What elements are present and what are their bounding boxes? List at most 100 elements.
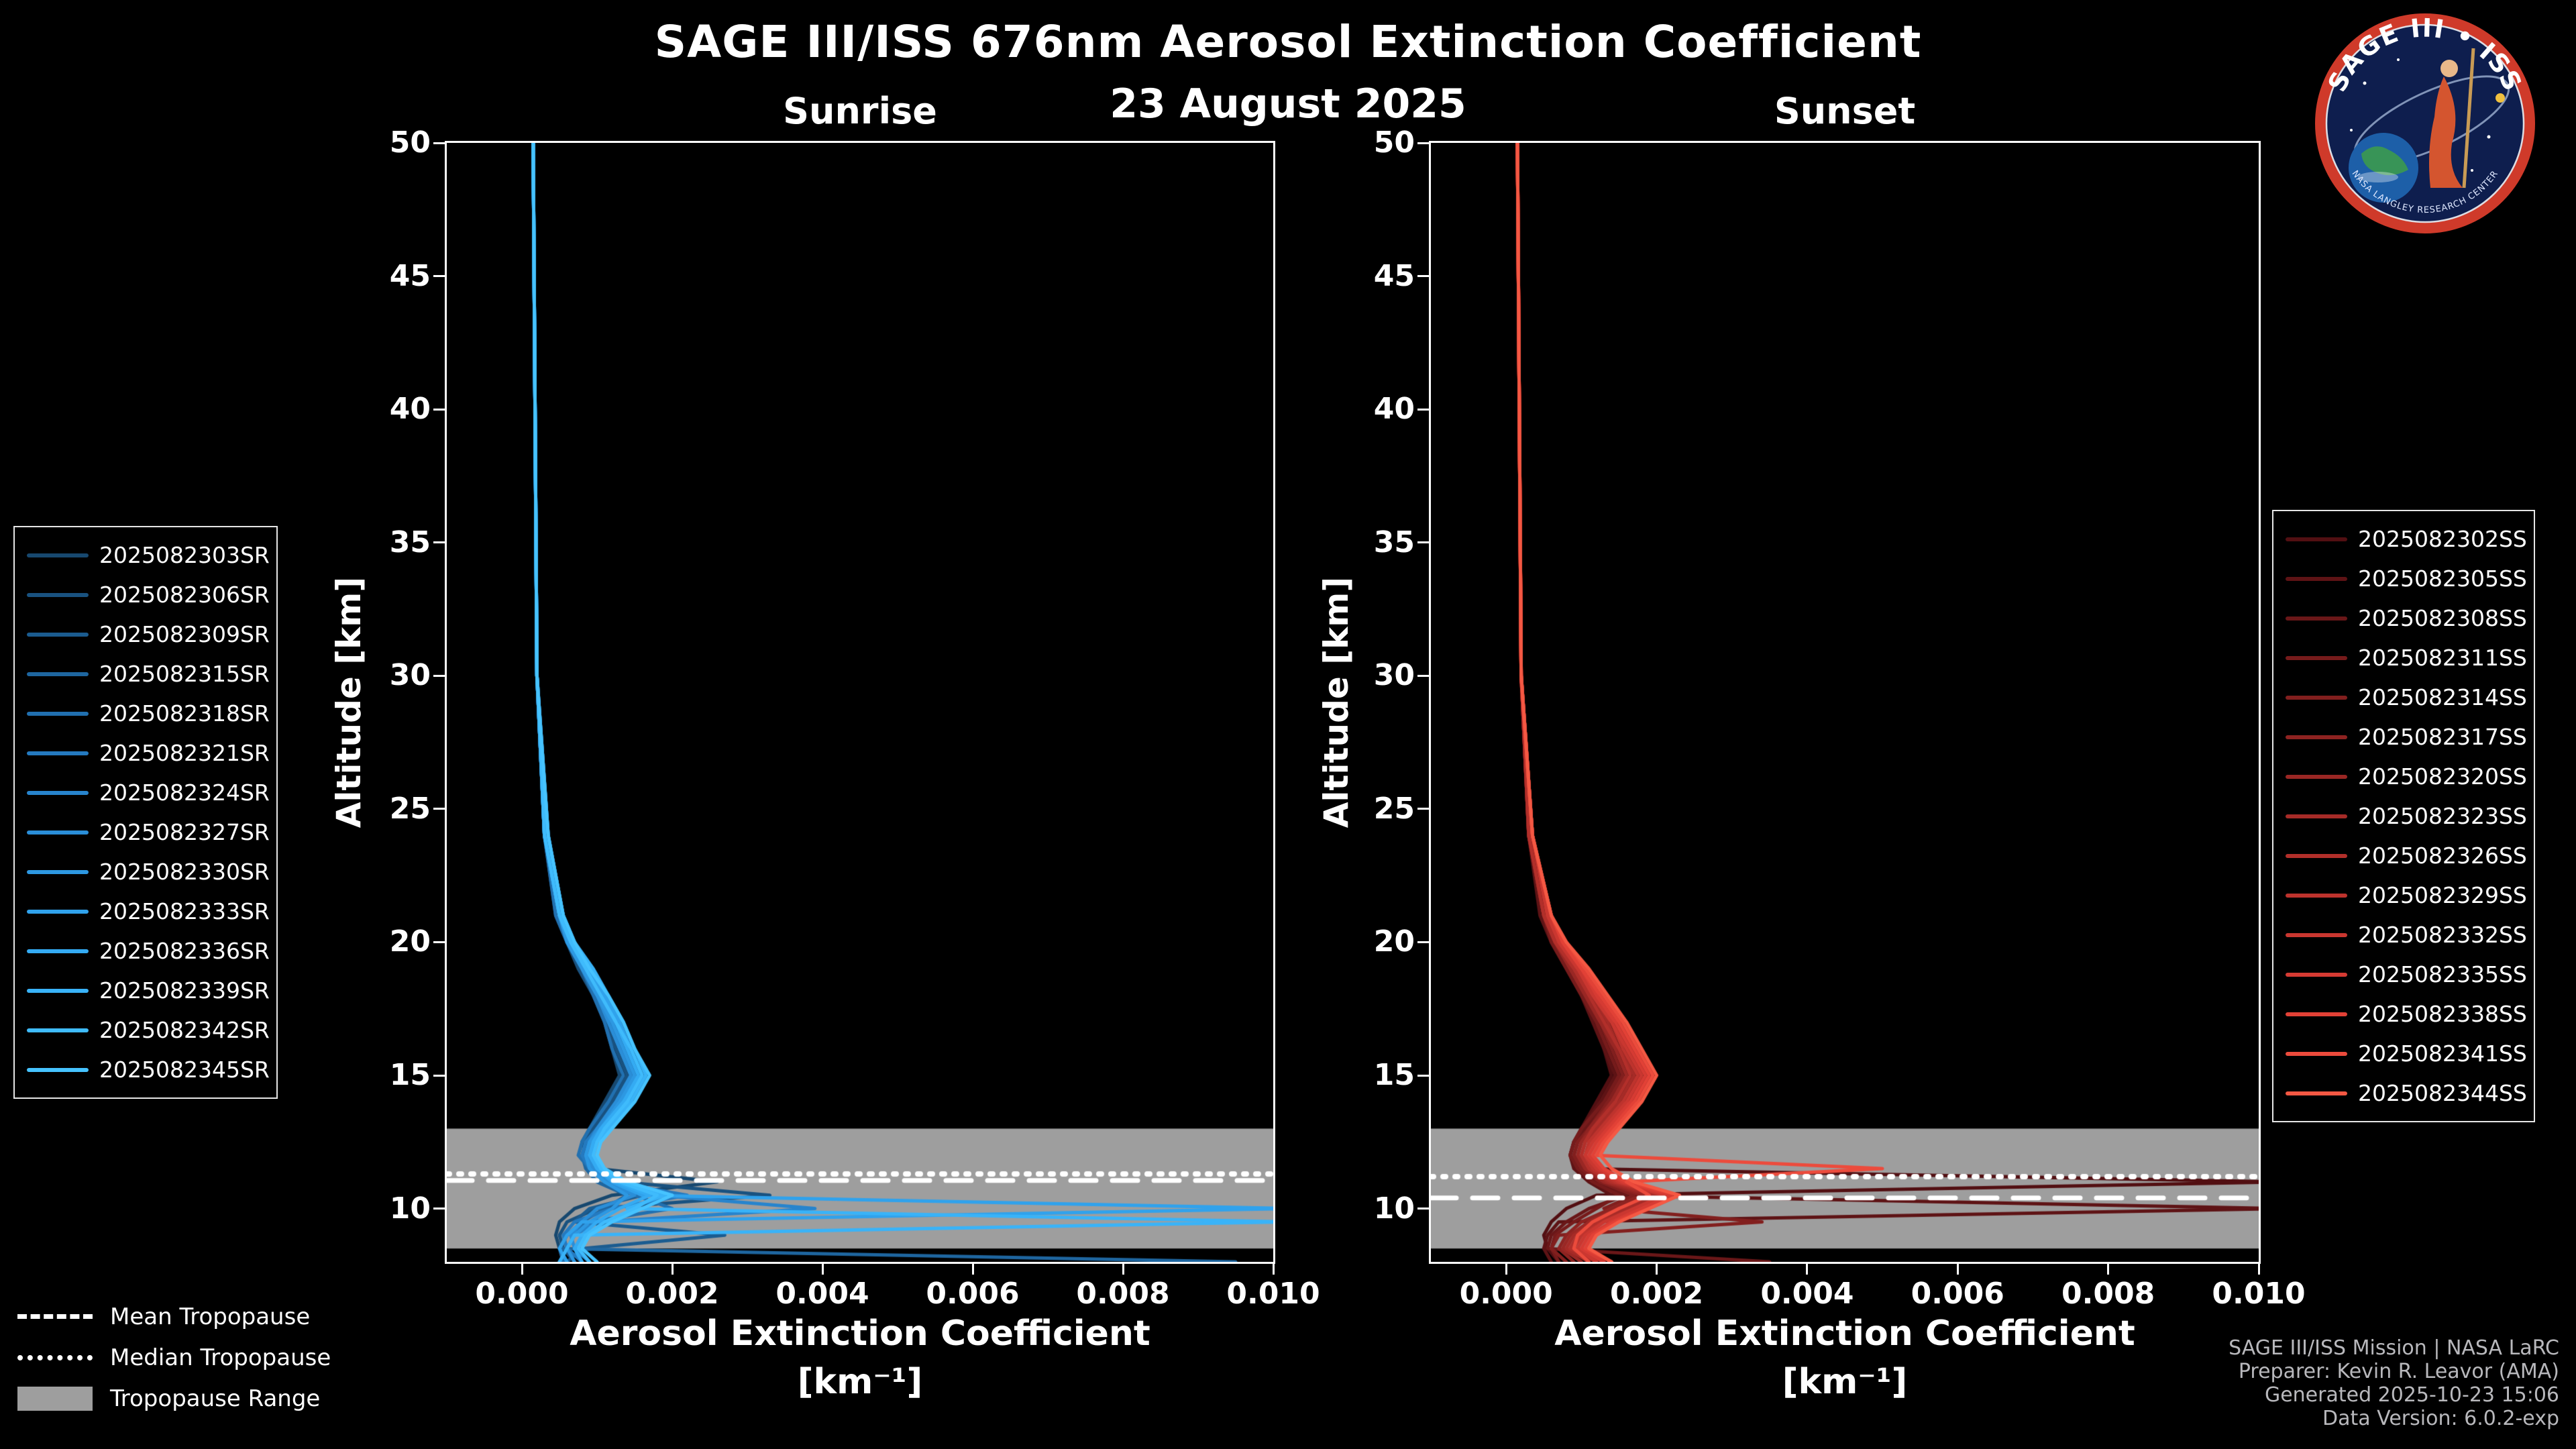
legend-item-label: 2025082308SS bbox=[2358, 605, 2527, 631]
legend-item-label: 2025082309SR bbox=[99, 621, 270, 647]
logo-earth-land bbox=[2361, 146, 2408, 176]
legend-line-swatch bbox=[27, 553, 89, 557]
logo-planet-dot bbox=[2496, 93, 2505, 103]
y-tick-mark bbox=[433, 275, 445, 278]
legend-line-swatch bbox=[27, 592, 89, 597]
legend-item: 2025082339SR bbox=[21, 971, 270, 1010]
legend-item: 2025082306SR bbox=[21, 575, 270, 614]
legend-item-label: 2025082345SR bbox=[99, 1057, 270, 1083]
legend-item: 2025082327SR bbox=[21, 812, 270, 852]
y-tick-mark bbox=[1417, 1074, 1429, 1077]
x-tick-mark bbox=[2107, 1264, 2110, 1275]
y-tick-label: 30 bbox=[1373, 658, 1415, 693]
sunset-plot-canvas bbox=[1431, 143, 2259, 1262]
legend-line-swatch bbox=[2286, 616, 2347, 621]
y-tick-mark bbox=[1417, 1208, 1429, 1210]
legend-item-label: 2025082318SR bbox=[99, 700, 270, 727]
sunset-panel bbox=[1429, 141, 2261, 1264]
y-tick-label: 35 bbox=[1373, 525, 1415, 559]
x-tick-label: 0.006 bbox=[926, 1277, 1020, 1311]
legend-line-swatch bbox=[2286, 814, 2347, 818]
legend-item: 2025082329SS bbox=[2280, 875, 2527, 915]
y-tick-label: 10 bbox=[1373, 1191, 1415, 1226]
legend-line-swatch bbox=[27, 751, 89, 755]
legend-item: 2025082324SR bbox=[21, 773, 270, 812]
logo-earth-clouds bbox=[2358, 172, 2398, 182]
logo-staff bbox=[2462, 48, 2475, 189]
x-tick-mark bbox=[1806, 1264, 1809, 1275]
legend-item: 2025082332SS bbox=[2280, 915, 2527, 955]
x-tick-label: 0.008 bbox=[2061, 1277, 2155, 1311]
dashed-line-sample bbox=[17, 1314, 93, 1319]
y-tick-mark bbox=[433, 408, 445, 411]
legend-line-swatch bbox=[27, 830, 89, 835]
legend-line-swatch bbox=[2286, 972, 2347, 977]
legend-item-label: 2025082326SS bbox=[2358, 843, 2527, 869]
legend-item-label: 2025082330SR bbox=[99, 859, 270, 885]
legend-line-swatch bbox=[2286, 655, 2347, 660]
y-tick-mark bbox=[1417, 541, 1429, 544]
legend-item: 2025082330SR bbox=[21, 852, 270, 892]
y-tick-label: 20 bbox=[1373, 924, 1415, 959]
dotted-line-sample bbox=[17, 1354, 93, 1360]
legend-item: 2025082326SS bbox=[2280, 836, 2527, 875]
legend-line-swatch bbox=[2286, 1091, 2347, 1095]
x-tick-label: 0.008 bbox=[1076, 1277, 1170, 1311]
legend-item: 2025082335SS bbox=[2280, 955, 2527, 994]
sunrise-event-legend: 2025082303SR 2025082306SR 2025082309SR 2025… bbox=[13, 526, 278, 1099]
legend-line-swatch bbox=[27, 711, 89, 716]
legend-line-swatch bbox=[2286, 1012, 2347, 1016]
legend-item-label: 2025082320SS bbox=[2358, 763, 2527, 790]
legend-line-swatch bbox=[27, 672, 89, 676]
legend-item-label: 2025082303SR bbox=[99, 542, 270, 568]
legend-item: 2025082314SS bbox=[2280, 678, 2527, 717]
x-tick-mark bbox=[1956, 1264, 1959, 1275]
legend-item-label: 2025082342SR bbox=[99, 1017, 270, 1043]
x-tick-label: 0.004 bbox=[1760, 1277, 1854, 1311]
y-tick-mark bbox=[1417, 808, 1429, 810]
logo-figure bbox=[2429, 76, 2463, 188]
credit-mission: SAGE III/ISS Mission | NASA LaRC bbox=[2229, 1336, 2559, 1360]
y-tick-mark bbox=[433, 808, 445, 810]
x-tick-mark bbox=[971, 1264, 974, 1275]
y-tick-mark bbox=[1417, 142, 1429, 144]
legend-item: 2025082333SR bbox=[21, 892, 270, 931]
legend-item-label: 2025082317SS bbox=[2358, 724, 2527, 750]
legend-line-swatch bbox=[27, 988, 89, 993]
legend-item: 2025082309SR bbox=[21, 614, 270, 654]
legend-item: 2025082308SS bbox=[2280, 598, 2527, 638]
legend-item-label: 2025082329SS bbox=[2358, 882, 2527, 908]
legend-line-swatch bbox=[2286, 576, 2347, 581]
legend-item-label: 2025082344SS bbox=[2358, 1080, 2527, 1106]
x-tick-label: 0.000 bbox=[1459, 1277, 1553, 1311]
x-tick-mark bbox=[1272, 1264, 1275, 1275]
x-tick-label: 0.000 bbox=[475, 1277, 569, 1311]
y-tick-mark bbox=[1417, 275, 1429, 278]
legend-item: 2025082305SS bbox=[2280, 559, 2527, 598]
legend-line-swatch bbox=[2286, 695, 2347, 700]
x-tick-label: 0.010 bbox=[1226, 1277, 1320, 1311]
legend-item: 2025082341SS bbox=[2280, 1034, 2527, 1073]
sunset-subtitle: Sunset bbox=[1774, 90, 1916, 132]
y-tick-label: 15 bbox=[1373, 1058, 1415, 1092]
legend-item-label: 2025082321SR bbox=[99, 740, 270, 766]
y-tick-mark bbox=[1417, 941, 1429, 943]
y-tick-label: 45 bbox=[389, 258, 431, 293]
legend-item: 2025082344SS bbox=[2280, 1073, 2527, 1113]
legend-item-label: 2025082332SS bbox=[2358, 922, 2527, 948]
sage-iss-logo: SAGE III • ISS NASA LANGLEY RESEARCH CEN… bbox=[2315, 13, 2535, 233]
sunset-event-legend: 2025082302SS 2025082305SS 2025082308SS 2025… bbox=[2272, 510, 2535, 1122]
sunrise-y-axis-label: Altitude [km] bbox=[329, 576, 368, 828]
legend-line-swatch bbox=[2286, 932, 2347, 937]
x-tick-mark bbox=[1122, 1264, 1124, 1275]
legend-line-swatch bbox=[27, 909, 89, 914]
legend-item-label: 2025082327SR bbox=[99, 819, 270, 845]
y-tick-label: 35 bbox=[389, 525, 431, 559]
y-tick-label: 40 bbox=[1373, 392, 1415, 427]
legend-item-label: 2025082341SS bbox=[2358, 1040, 2527, 1067]
y-tick-mark bbox=[1417, 408, 1429, 411]
legend-item: 2025082336SR bbox=[21, 931, 270, 971]
x-tick-label: 0.004 bbox=[775, 1277, 869, 1311]
sunset-y-axis-label: Altitude [km] bbox=[1317, 576, 1356, 828]
x-tick-mark bbox=[671, 1264, 674, 1275]
